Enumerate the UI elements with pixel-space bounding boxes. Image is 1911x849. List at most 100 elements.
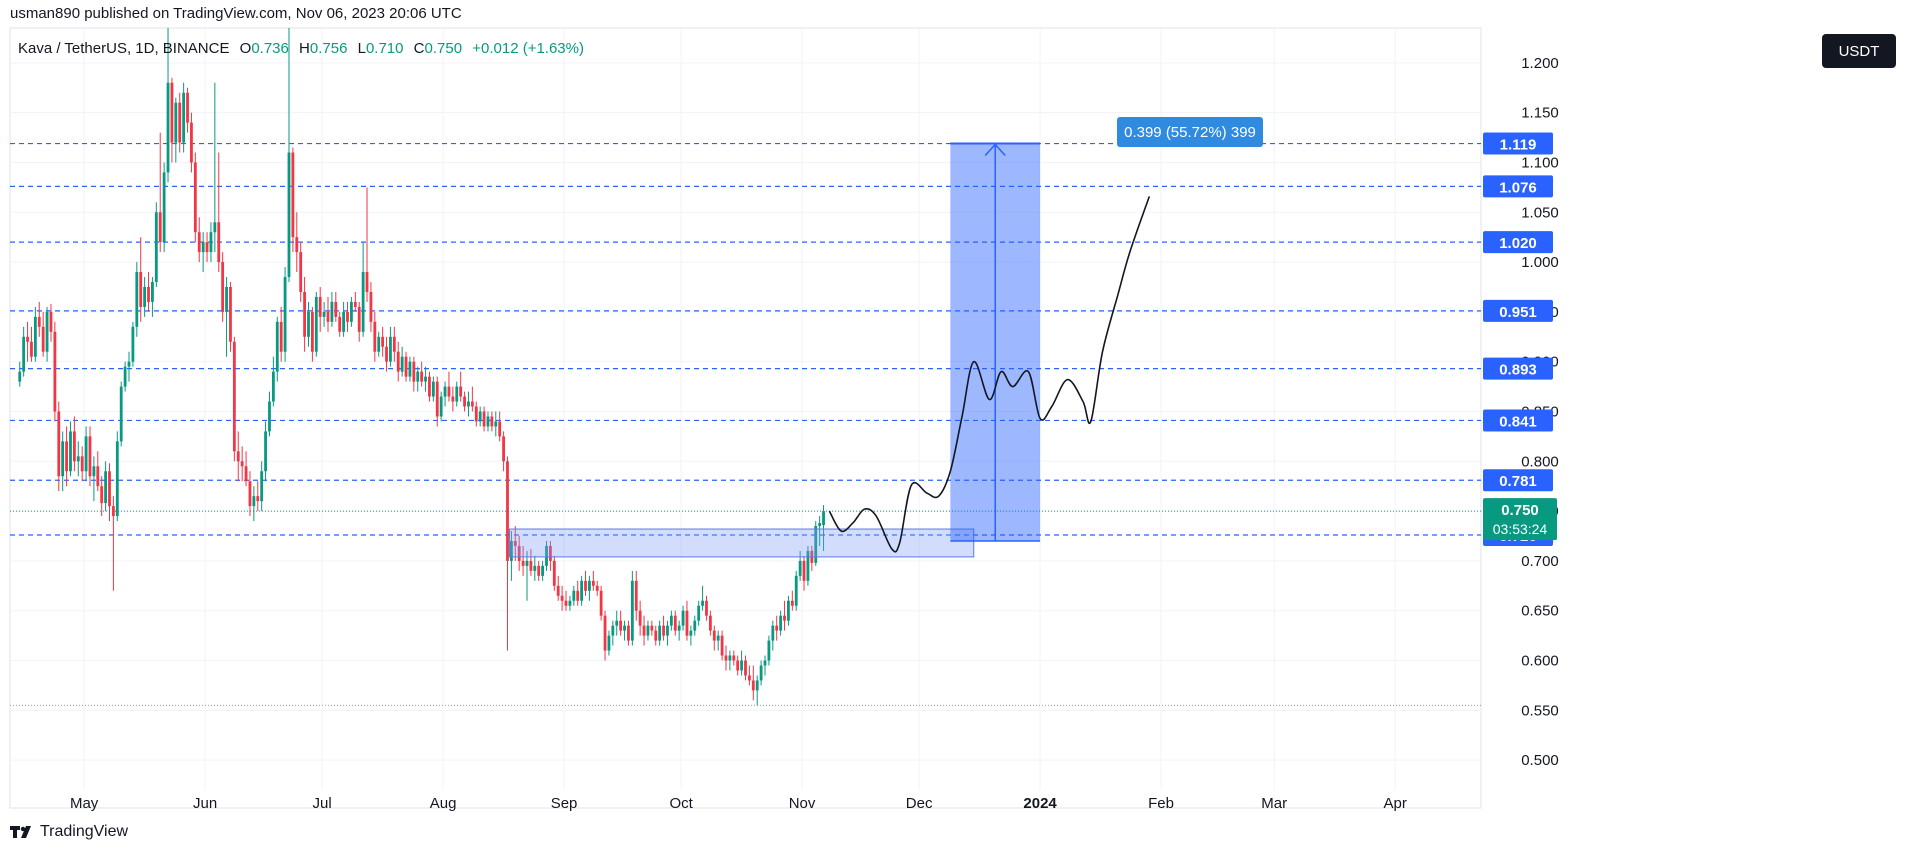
price-axis-labels: 1.1191.0761.0200.9510.8930.8410.7810.726… [1483, 132, 1557, 547]
projection-path[interactable] [828, 196, 1151, 553]
candle-body [732, 655, 736, 661]
candle-body [755, 680, 759, 691]
candle-body [330, 301, 334, 322]
candle-body [65, 441, 68, 472]
candle [193, 152, 197, 243]
candle [802, 555, 806, 591]
candle [541, 560, 545, 581]
measure-tool[interactable] [950, 142, 1041, 542]
candle [798, 550, 802, 581]
candle [572, 585, 576, 606]
candle-body [787, 600, 790, 621]
candle [115, 431, 119, 522]
candle-body [45, 311, 49, 352]
open-value: 0.736 [251, 40, 289, 57]
candle-body [537, 565, 541, 576]
candle [303, 277, 306, 352]
candle-body [759, 665, 763, 681]
candle-body [728, 655, 732, 661]
candle [353, 291, 357, 312]
candle-body [431, 381, 435, 397]
publisher-text: usman890 published on TradingView.com, N… [10, 5, 462, 22]
candle [603, 610, 607, 661]
candle-body [607, 635, 611, 651]
dotted-price-lines [10, 510, 1481, 706]
candle-body [654, 630, 658, 641]
candle [634, 570, 638, 621]
change-value: +0.012 (+1.63%) [472, 40, 584, 57]
candle [260, 461, 264, 512]
candle [822, 505, 825, 551]
candle [221, 252, 225, 322]
candle [599, 585, 603, 621]
price-chart[interactable]: May Jun Jul Aug Sep Oct Nov Dec 2024 Feb Mar Apr 1.… [0, 0, 1911, 816]
candle [775, 615, 779, 641]
candle [580, 575, 584, 606]
candle-body [373, 321, 377, 352]
candle-body [751, 680, 755, 691]
candle-body [420, 371, 424, 382]
candle [607, 630, 611, 656]
y-tick-label: 1.200 [1521, 55, 1559, 72]
candle-body [314, 296, 318, 352]
candle [783, 600, 786, 631]
low-value: 0.710 [365, 40, 404, 57]
candle-body [361, 272, 365, 332]
candle-body [806, 550, 810, 581]
candle-body [701, 600, 704, 606]
candle [22, 326, 26, 377]
y-tick-label: 0.800 [1521, 453, 1559, 470]
candle [728, 650, 732, 671]
candle-body [502, 436, 505, 462]
candle [545, 540, 548, 571]
candle [96, 451, 100, 492]
close-value: 0.750 [424, 40, 463, 57]
candle [111, 496, 115, 591]
candle [595, 580, 599, 596]
candle [45, 306, 49, 362]
horizontal-levels[interactable] [10, 142, 1481, 536]
candle-body [478, 411, 482, 422]
candle [470, 386, 474, 412]
candle-body [115, 441, 119, 517]
candle [330, 291, 334, 327]
candle-body [322, 311, 326, 317]
candle [326, 296, 330, 332]
candle [61, 431, 65, 492]
candle [701, 585, 704, 611]
candle [506, 456, 509, 651]
candle [307, 301, 310, 347]
candle [767, 635, 771, 666]
candle-body [591, 580, 595, 586]
candle-body [18, 371, 22, 382]
candle-body [763, 660, 767, 666]
candle [80, 446, 84, 482]
candle [697, 600, 701, 626]
candle [716, 630, 720, 651]
candle-body [740, 660, 744, 671]
candle [666, 620, 669, 646]
level-tag [1483, 231, 1553, 254]
candle [685, 600, 689, 641]
y-tick-label: 1.100 [1521, 154, 1559, 171]
candle-body [747, 675, 751, 681]
candle [350, 296, 353, 327]
level-tag-text: 1.020 [1499, 235, 1537, 252]
candle [295, 212, 299, 273]
candle-body [720, 635, 724, 656]
support-zone[interactable] [508, 528, 975, 558]
currency-unit-button[interactable]: USDT [1822, 34, 1896, 68]
candle [197, 217, 201, 263]
candle [346, 301, 349, 332]
candle-body [236, 451, 240, 462]
candle [771, 620, 775, 651]
candle-body [147, 286, 150, 302]
x-tick-label: Nov [789, 795, 816, 812]
candle-body [326, 311, 330, 322]
candle [732, 650, 736, 666]
candle [291, 147, 295, 253]
candle [806, 545, 810, 586]
candle-body [268, 401, 271, 432]
candle-body [404, 356, 408, 377]
candle-body [673, 615, 677, 631]
